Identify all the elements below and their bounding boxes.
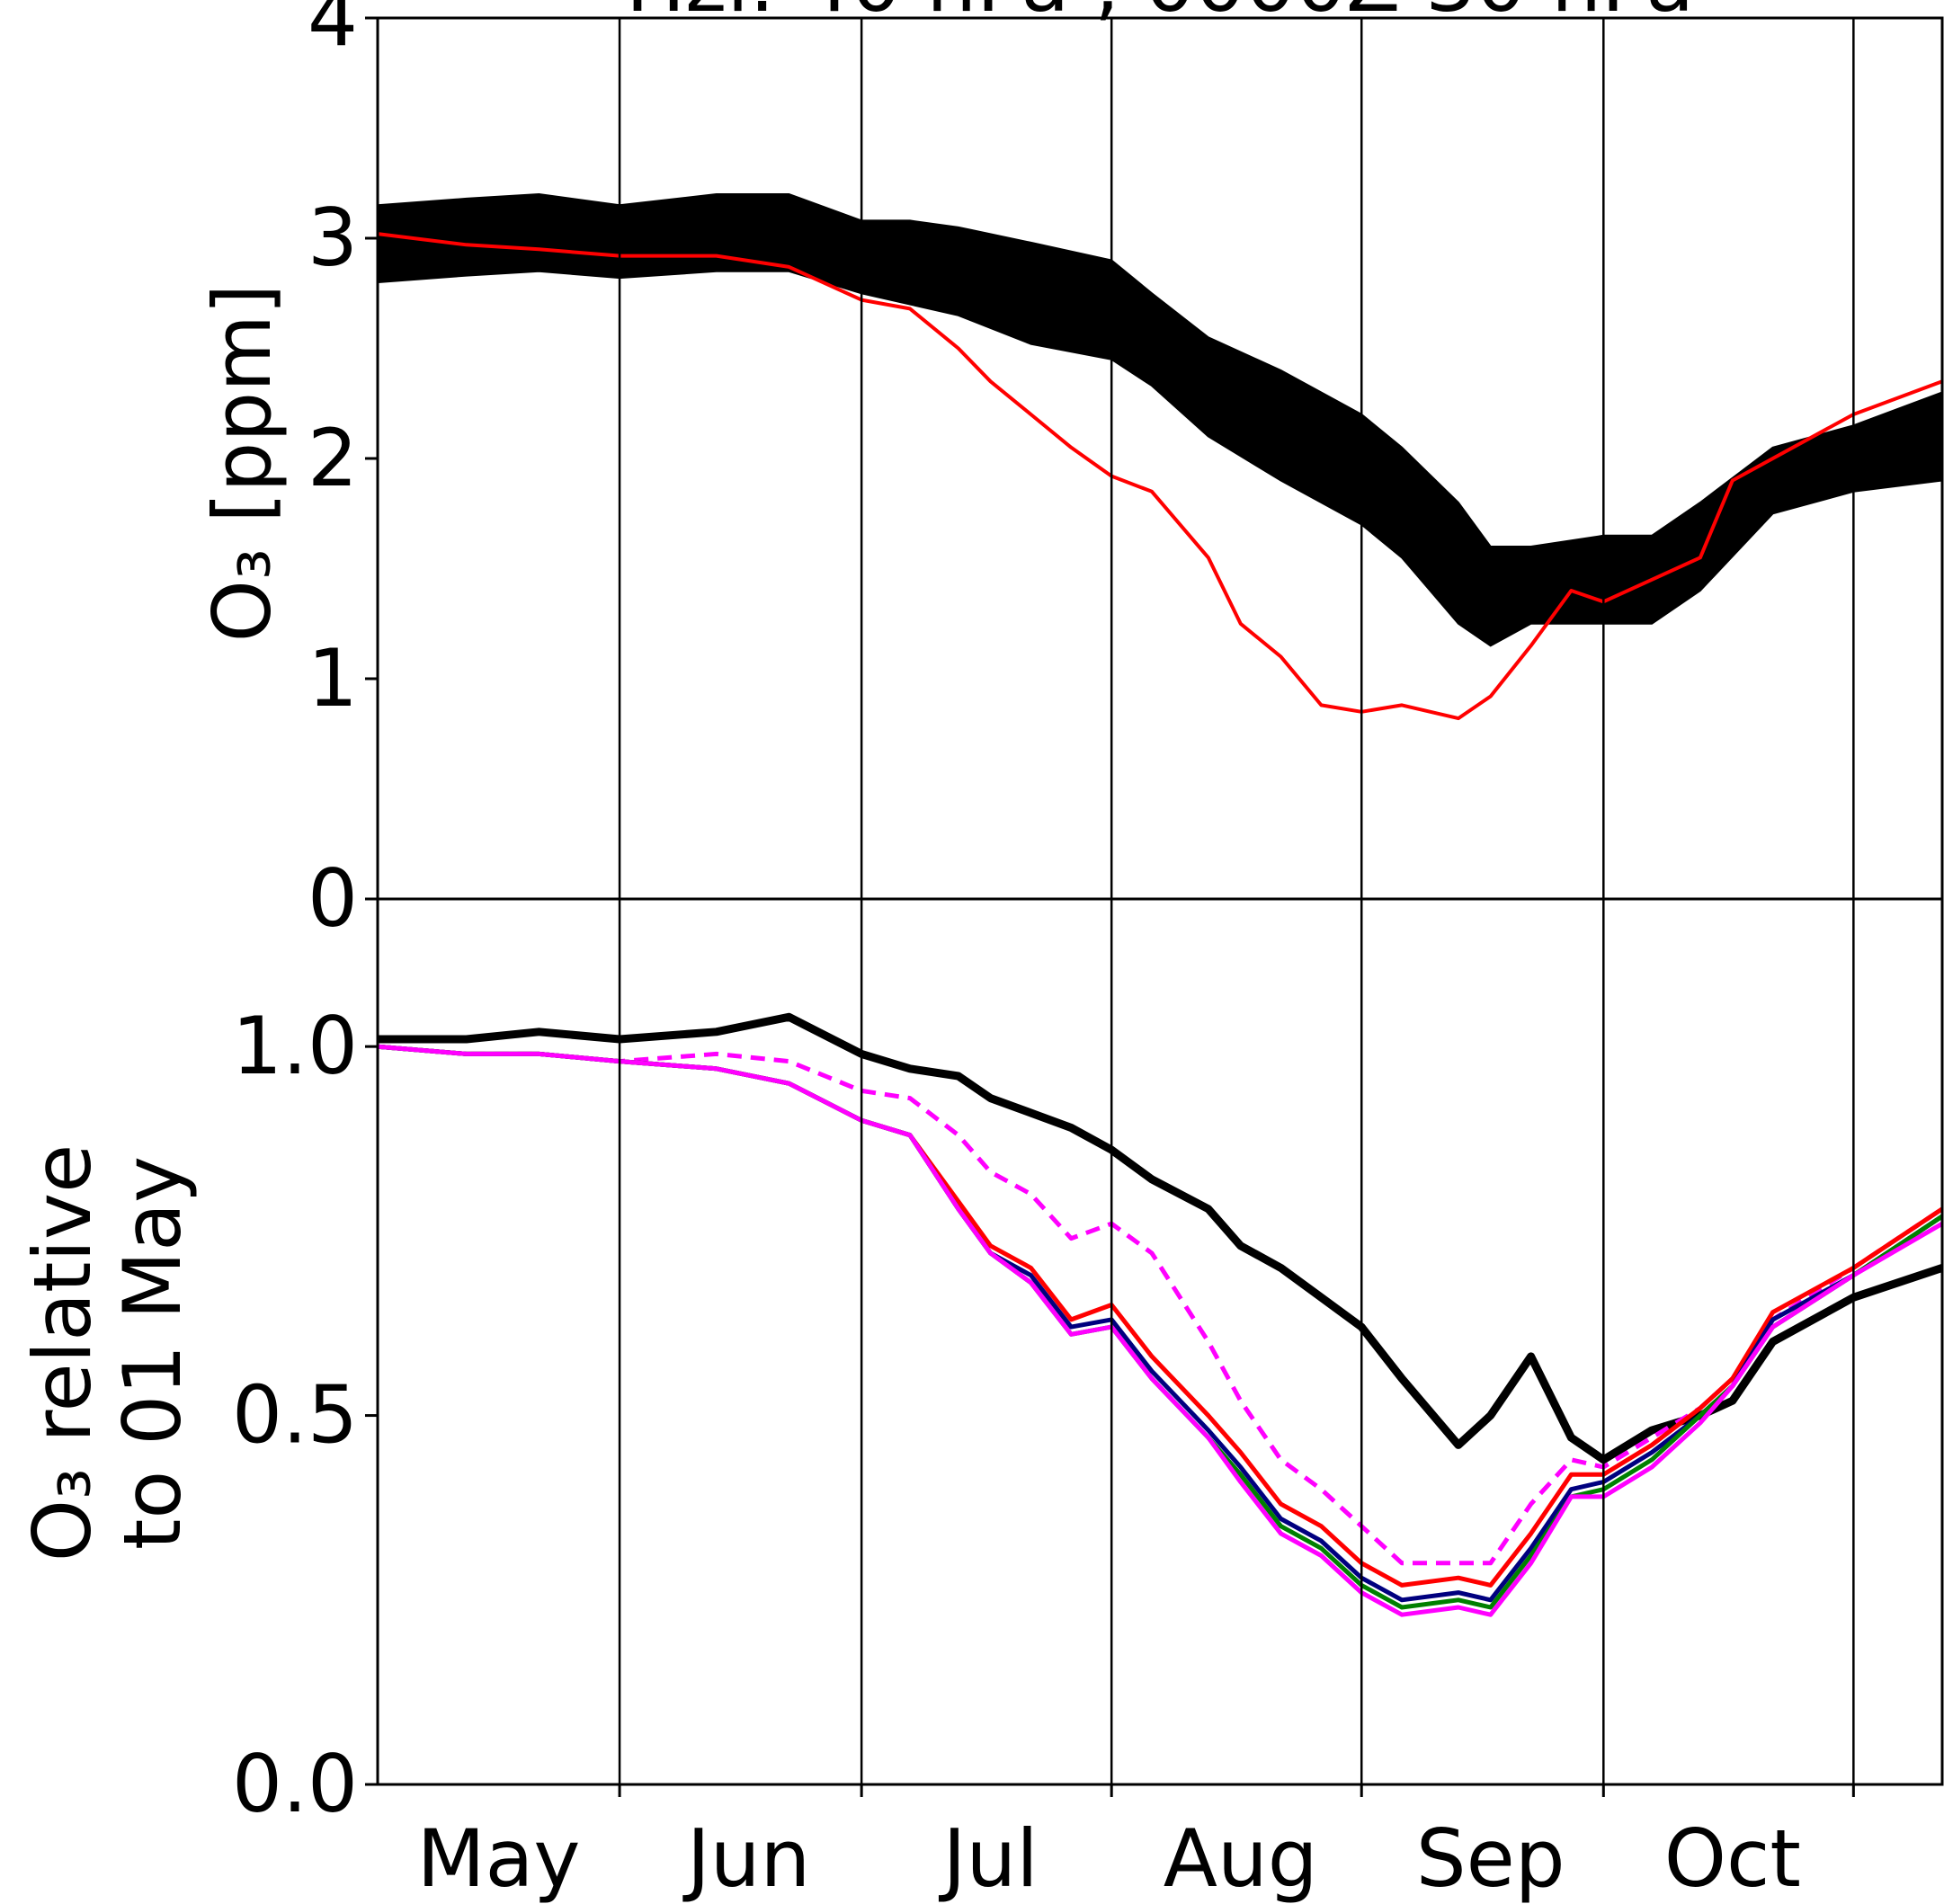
bottom-panel: 0.0 0.5 1.0 May Jun Jul Aug Sep Oct O₃ relative… [16, 897, 1944, 1904]
relative-series-2 [377, 1044, 1944, 1588]
top-ytick-label-2: 2 [308, 412, 358, 504]
bottom-panel-frame [376, 897, 1944, 1786]
ozone-line-series-1 [377, 232, 1943, 721]
top-ytick-label-0: 0 [308, 852, 358, 945]
relative-series-5 [377, 1044, 1944, 1617]
ozone-band-series [377, 192, 1943, 647]
relative-series-4 [377, 1044, 1944, 1610]
xtick-label-jun: Jun [682, 1812, 811, 1904]
top-panel-frame [376, 16, 1944, 901]
top-ytick-label-3: 3 [308, 191, 358, 284]
top-y-ticks: 0 1 2 3 4 [308, 0, 378, 945]
top-ytick-label-1: 1 [308, 632, 358, 725]
bottom-y-axis-label: O₃ relativeto 01 May [16, 1144, 199, 1561]
xtick-label-oct: Oct [1664, 1812, 1801, 1904]
ozone-band [377, 192, 1943, 647]
bottom-y-ticks: 0.0 0.5 1.0 [232, 1000, 378, 1830]
relative-series-3 [377, 1044, 1944, 1603]
relative-ozone-series [377, 1012, 1944, 1617]
top-panel-gridlines [618, 18, 1855, 899]
ozone-line-series [377, 232, 1943, 721]
x-ticks: May Jun Jul Aug Sep Oct [417, 1784, 1855, 1904]
relative-series-1 [377, 1044, 1944, 1566]
top-y-axis-label: O₃ [ppm] [196, 284, 289, 643]
relative-series-0 [378, 1012, 1944, 1464]
bottom-panel-gridlines [618, 899, 1855, 1784]
bottom-ytick-label-2: 1.0 [232, 1000, 358, 1092]
bottom-ytick-label-0: 0.0 [232, 1738, 358, 1830]
xtick-label-jul: Jul [939, 1812, 1039, 1904]
top-ytick-label-4: 4 [308, 0, 358, 64]
top-panel: 0 1 2 3 4 O₃ [ppm] [196, 0, 1944, 945]
chart-title: Hzl: 40 hPa , 0000Z 30 hPa [626, 0, 1694, 30]
xtick-label-sep: Sep [1416, 1812, 1565, 1904]
xtick-label-may: May [417, 1812, 581, 1904]
xtick-label-aug: Aug [1164, 1812, 1318, 1904]
bottom-ytick-label-1: 0.5 [232, 1369, 358, 1462]
